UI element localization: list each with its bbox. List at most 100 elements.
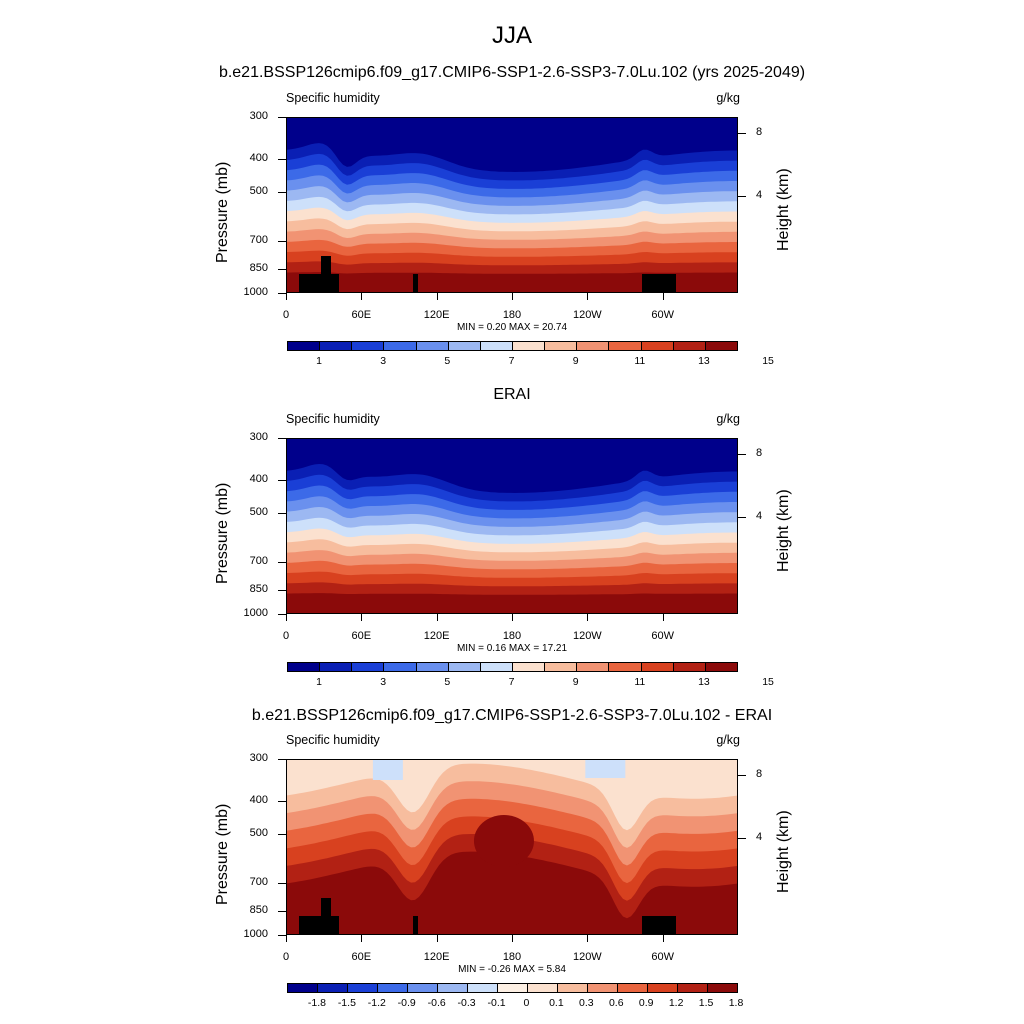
lon-tick-label: 60E [351, 951, 372, 963]
height-tick-label: 8 [756, 446, 763, 459]
contour-band-14 [287, 272, 737, 292]
pressure-tick-mark [278, 191, 286, 193]
colorbar-swatch [641, 663, 674, 671]
topography-mask [299, 916, 339, 934]
lon-tick-label: 60E [351, 630, 372, 642]
min-max-stats: MIN = 0.16 MAX = 17.21 [456, 643, 568, 654]
colorbar-label: 5 [444, 676, 451, 688]
lon-tick-label: 60W [651, 951, 674, 963]
lon-tick-mark [662, 293, 664, 300]
lon-tick-label: 180 [502, 630, 522, 642]
colorbar-label: 11 [634, 676, 646, 688]
lon-tick-mark [361, 935, 363, 942]
topography-mask [321, 898, 331, 934]
pressure-tick-label: 300 [249, 431, 268, 443]
model-title: b.e21.BSSP126cmip6.f09_g17.CMIP6-SSP1-2.… [218, 64, 806, 81]
contour-band-diff-max [473, 814, 534, 867]
lon-tick-label: 120W [572, 951, 602, 963]
colorbar-swatch [609, 663, 642, 671]
lon-tick-mark [436, 293, 438, 300]
height-tick-mark [738, 774, 746, 776]
pressure-tick-label: 1000 [243, 928, 268, 940]
lon-tick-mark [436, 935, 438, 942]
colorbar-label: 13 [698, 355, 710, 367]
colorbar-label: 0.6 [608, 997, 624, 1009]
topography-mask [413, 274, 418, 292]
pressure-tick-mark [278, 512, 286, 514]
lon-tick-mark [361, 614, 363, 621]
lon-tick-mark [286, 614, 287, 621]
lon-tick-mark [436, 614, 438, 621]
pressure-tick-label: 500 [249, 826, 268, 839]
panel-variable-label: Specific humidity [286, 91, 380, 105]
colorbar-label: -0.9 [397, 997, 416, 1009]
topography-mask [321, 256, 331, 292]
colorbar-label: 3 [380, 355, 387, 367]
pressure-tick-label: 500 [249, 505, 268, 518]
height-tick-mark [738, 517, 746, 519]
panel-variable-label: Specific humidity [286, 733, 380, 747]
height-tick-label: 4 [756, 189, 763, 202]
panel-variable-label: Specific humidity [286, 412, 380, 426]
colorbar-label: 0 [523, 997, 530, 1009]
colorbar-swatch [528, 984, 558, 992]
colorbar-label: -0.6 [427, 997, 446, 1009]
lon-tick-label: 120E [423, 309, 450, 321]
colorbar-label: 0.9 [638, 997, 654, 1009]
lon-tick-label: 120W [572, 630, 602, 642]
lon-tick-label: 180 [502, 309, 522, 321]
colorbar-swatch [498, 984, 528, 992]
lon-tick-mark [587, 293, 589, 300]
pressure-tick-label: 700 [249, 233, 268, 246]
panel-units-label: g/kg [716, 733, 740, 747]
colorbar-label: -1.2 [367, 997, 386, 1009]
min-max-stats: MIN = -0.26 MAX = 5.84 [458, 964, 566, 975]
plot-area [286, 759, 738, 935]
colorbar-label: 1.2 [668, 997, 684, 1009]
lon-tick-label: 0 [282, 951, 290, 963]
height-tick-label: 4 [756, 510, 763, 523]
colorbar-swatch [320, 663, 353, 671]
pressure-tick-mark [278, 590, 286, 592]
contour-band-14 [287, 593, 737, 613]
pressure-tick-mark [278, 293, 286, 294]
colorbar-label: 9 [572, 355, 579, 367]
lon-tick-mark [512, 614, 513, 621]
lon-tick-mark [512, 293, 513, 300]
colorbar-swatch [448, 663, 481, 671]
y-axis-right-label: Height (km) [775, 168, 792, 251]
colorbar-swatch [320, 342, 353, 350]
pressure-tick-label: 850 [249, 904, 268, 917]
colorbar-swatch [673, 342, 706, 350]
colorbar-label: 15 [762, 676, 774, 688]
colorbar-swatch [545, 663, 578, 671]
pressure-tick-mark [278, 438, 286, 439]
lon-tick-mark [662, 614, 664, 621]
pressure-tick-label: 500 [249, 184, 268, 197]
height-tick-label: 8 [756, 767, 763, 780]
colorbar-swatch [416, 663, 449, 671]
topography-mask [299, 274, 339, 292]
topography-mask [642, 916, 676, 934]
pressure-tick-label: 400 [249, 473, 268, 486]
pressure-tick-label: 700 [249, 875, 268, 888]
lon-tick-label: 180 [502, 951, 522, 963]
panel-units-label: g/kg [716, 412, 740, 426]
colorbar-swatch [545, 342, 578, 350]
pressure-tick-mark [278, 480, 286, 482]
y-axis-label: Pressure (mb) [214, 803, 231, 905]
plot-area [286, 438, 738, 614]
height-tick-mark [738, 838, 746, 840]
lon-tick-mark [512, 935, 513, 942]
contour-plot [287, 760, 737, 934]
lon-tick-label: 0 [282, 309, 290, 321]
lon-tick-label: 0 [282, 630, 290, 642]
colorbar [287, 662, 738, 672]
colorbar-label: 7 [508, 676, 515, 688]
colorbar-swatch [288, 984, 318, 992]
colorbar-swatch [468, 984, 498, 992]
lon-tick-label: 120E [423, 630, 450, 642]
pressure-tick-mark [278, 759, 286, 760]
pressure-tick-mark [278, 614, 286, 615]
colorbar-swatch [480, 663, 513, 671]
